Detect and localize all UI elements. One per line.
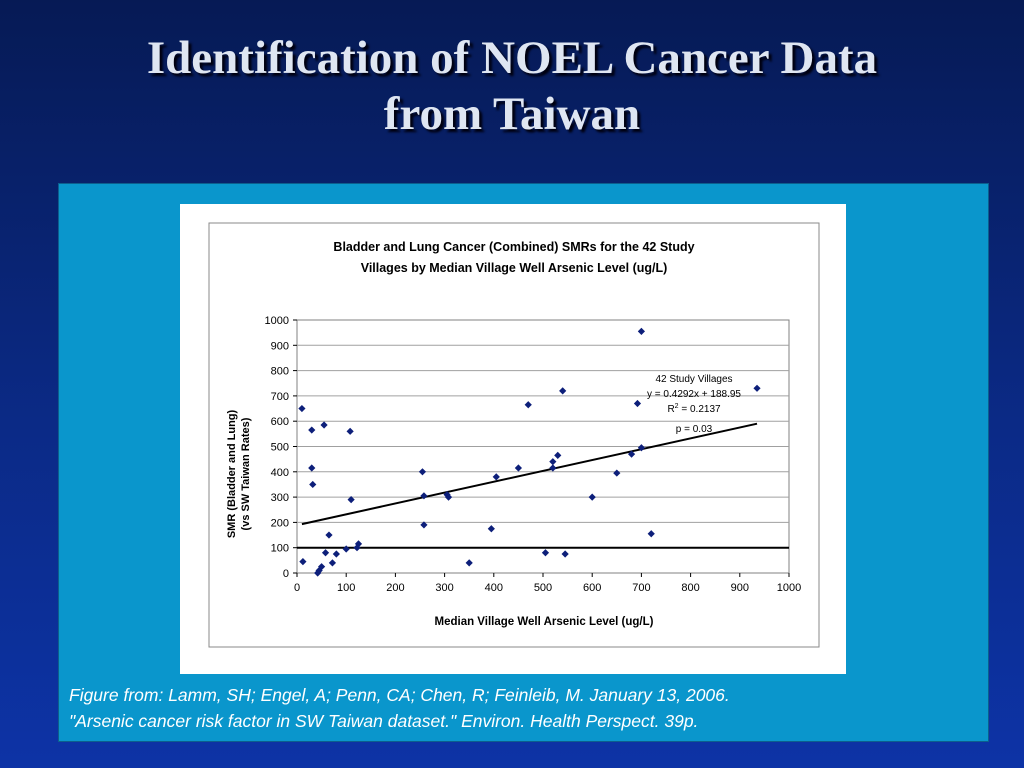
chart-title-line-1: Bladder and Lung Cancer (Combined) SMRs …	[333, 240, 694, 254]
y-axis-label-line-1: SMR (Bladder and Lung)	[226, 410, 238, 539]
data-point	[637, 327, 645, 335]
data-point	[549, 458, 557, 466]
trend-lines	[297, 422, 789, 549]
data-point	[420, 492, 428, 500]
data-point	[588, 493, 596, 501]
x-tick-label: 0	[294, 582, 300, 594]
y-tick-label: 600	[271, 416, 289, 428]
annotation-r-superscript: 2	[675, 403, 679, 410]
data-point	[353, 544, 361, 552]
regression-annotation: 42 Study Villages y = 0.4292x + 188.95 R…	[647, 374, 741, 435]
data-point	[328, 559, 337, 567]
data-point	[354, 540, 363, 548]
annotation-r-label: R	[667, 404, 674, 415]
slide-title: Identification of NOEL Cancer Data from …	[0, 30, 1024, 142]
annotation-line-4: p = 0.03	[676, 424, 713, 435]
y-tick-label: 700	[271, 391, 289, 403]
data-point	[627, 450, 636, 458]
x-tick-label: 400	[485, 582, 503, 594]
data-point	[465, 559, 473, 567]
data-point	[320, 421, 328, 429]
data-point	[420, 521, 428, 529]
figure-panel: Bladder and Lung Cancer (Combined) SMRs …	[58, 183, 989, 742]
data-point	[444, 493, 453, 501]
y-tick-label: 300	[271, 492, 289, 504]
x-axis-label: Median Village Well Arsenic Level (ug/L)	[435, 616, 654, 628]
x-tick-label: 200	[386, 582, 404, 594]
data-point	[647, 530, 655, 538]
data-point	[492, 473, 500, 481]
x-tick-label: 700	[632, 582, 650, 594]
y-tick-label: 400	[271, 467, 289, 479]
y-tick-label: 900	[271, 340, 289, 352]
slide-title-line-1: Identification of NOEL Cancer Data	[146, 32, 878, 84]
data-point	[321, 549, 330, 557]
y-tick-label: 1000	[265, 315, 289, 327]
figure-caption: Figure from: Lamm, SH; Engel, A; Penn, C…	[69, 682, 969, 734]
annotation-line-2: y = 0.4292x + 188.95	[647, 389, 741, 400]
y-tick-label: 500	[271, 442, 289, 454]
y-axis-label-line-2: (vs SW Taiwan Rates)	[240, 417, 252, 530]
chart-card: Bladder and Lung Cancer (Combined) SMRs …	[180, 204, 846, 674]
chart-title-line-2: Villages by Median Village Well Arsenic …	[361, 261, 668, 275]
data-point	[549, 464, 557, 472]
data-point	[514, 464, 522, 472]
data-point	[487, 525, 495, 533]
x-tick-label: 300	[435, 582, 453, 594]
slide-title-line-2: from Taiwan	[383, 88, 641, 140]
annotation-line-3: R2 = 0.2137	[667, 403, 721, 415]
x-tick-label: 1000	[777, 582, 801, 594]
y-tick-label: 200	[271, 517, 289, 529]
y-tick-label: 100	[271, 543, 289, 555]
annotation-r-value: = 0.2137	[679, 404, 721, 415]
data-point	[308, 464, 316, 472]
data-point	[541, 549, 550, 557]
data-point	[308, 426, 316, 434]
x-tick-label: 600	[583, 582, 601, 594]
data-point	[753, 384, 761, 392]
x-tick-label: 500	[534, 582, 552, 594]
data-point	[342, 545, 350, 553]
data-point	[299, 558, 307, 566]
scatter-chart: Bladder and Lung Cancer (Combined) SMRs …	[208, 222, 820, 648]
axis-ticks: 0 100 200 300 400 500 600 700 800 900 1000 0 100 200 3…	[265, 315, 802, 594]
data-point	[559, 387, 567, 395]
x-tick-label: 100	[337, 582, 355, 594]
y-tick-label: 800	[271, 366, 289, 378]
annotation-line-1: 42 Study Villages	[655, 374, 732, 385]
x-tick-label: 900	[731, 582, 749, 594]
data-point	[346, 427, 354, 435]
data-point	[613, 469, 621, 477]
data-points	[298, 327, 761, 577]
data-point	[633, 399, 642, 408]
data-point	[561, 550, 569, 558]
data-point	[347, 496, 355, 504]
caption-line-1: Figure from: Lamm, SH; Engel, A; Penn, C…	[69, 685, 730, 705]
regression-line	[301, 422, 758, 526]
y-tick-label: 0	[283, 568, 289, 580]
data-point	[524, 401, 532, 409]
caption-line-2: "Arsenic cancer risk factor in SW Taiwan…	[69, 711, 699, 731]
gridlines	[297, 344, 789, 549]
x-tick-label: 800	[681, 582, 699, 594]
